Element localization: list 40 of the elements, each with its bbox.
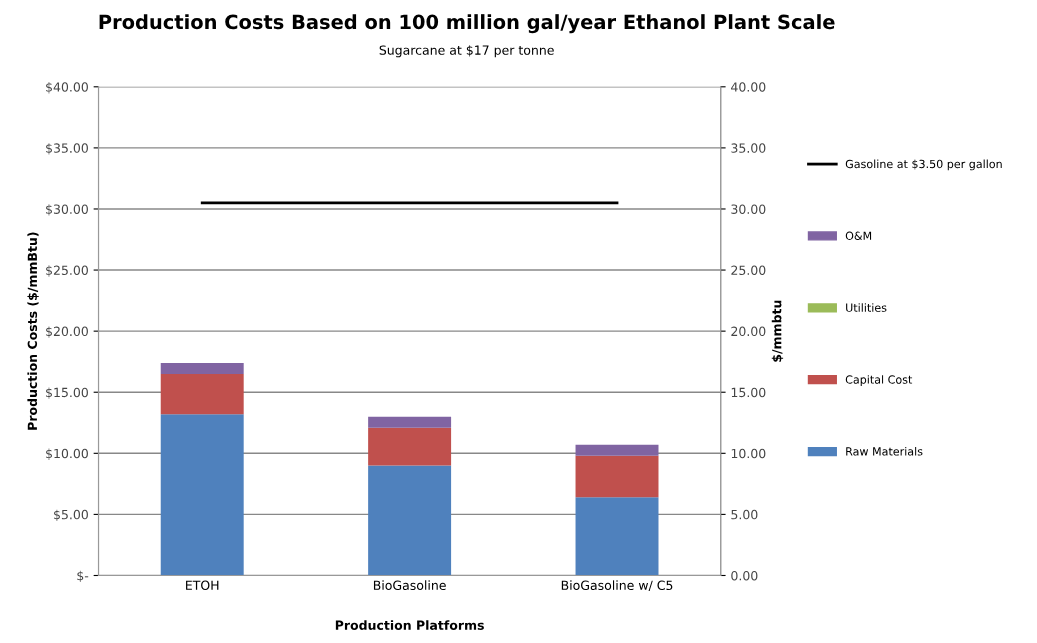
y2-tick-label: 30.00 [731, 204, 766, 214]
x-tick-label: BioGasoline [373, 580, 446, 591]
bar [368, 427, 452, 466]
x-tick-label: BioGasoline w/ C5 [561, 580, 673, 591]
y-tick-label: $35.00 [46, 143, 88, 155]
bar [575, 444, 659, 456]
y2-tick-label: 35.00 [731, 143, 766, 153]
bar [368, 465, 452, 576]
y-tick-label: $5.00 [54, 509, 88, 521]
y-tick-label: $20.00 [46, 326, 88, 338]
x-axis-title: Production Platforms [335, 620, 484, 630]
x-tick-label: ETOH [186, 580, 219, 591]
chart-subtitle: Sugarcane at $17 per tonne [379, 45, 554, 58]
bar [575, 455, 659, 498]
bar [160, 373, 244, 415]
y2-tick-label: 0.00 [731, 570, 758, 581]
y-tick-label: $15.00 [46, 387, 88, 399]
y2-axis-title: $/mmbtu [771, 300, 784, 362]
legend-label: Utilities [846, 303, 887, 312]
y-tick-label: $30.00 [46, 204, 88, 216]
y-tick-label: $25.00 [46, 265, 88, 277]
y2-tick-label: 20.00 [731, 326, 766, 337]
y-axis-title: Production Costs ($/mmBtu) [27, 232, 39, 430]
y2-tick-label: 15.00 [731, 387, 766, 398]
bar [368, 416, 452, 428]
bar [160, 414, 244, 576]
y-tick-label: $40.00 [46, 82, 88, 94]
y2-tick-label: 5.00 [731, 509, 758, 520]
legend-label: Gasoline at $3.50 per gallon [845, 159, 1002, 171]
y2-tick-label: 10.00 [731, 448, 766, 459]
bar [575, 497, 659, 576]
y-tick-label: $10.00 [46, 448, 88, 460]
legend-label: Raw Materials [846, 446, 923, 456]
bar [160, 362, 244, 374]
y2-tick-label: 40.00 [731, 82, 766, 92]
legend-label: O&M [845, 231, 872, 240]
legend-label: Capital Cost [845, 375, 913, 386]
y-tick-label: $- [77, 570, 89, 583]
chart-title: Production Costs Based on 100 million gal/year Ethanol Plant Scale [99, 14, 835, 34]
y2-tick-label: 25.00 [731, 265, 766, 275]
